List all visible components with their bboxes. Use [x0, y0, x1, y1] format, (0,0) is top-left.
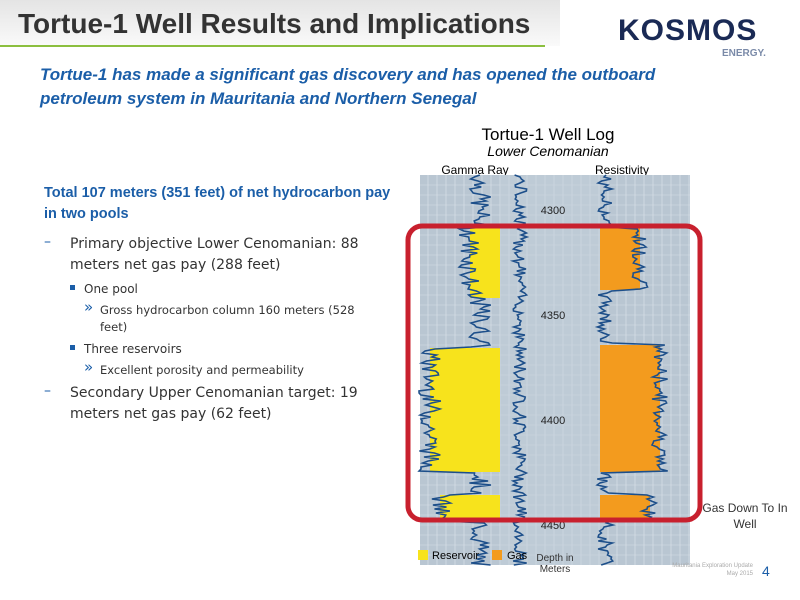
logo: KOSMOS	[618, 14, 758, 47]
bullet-text: One pool	[84, 282, 138, 296]
depth-label: 4400	[541, 415, 565, 427]
bullet-text: Three reservoirs	[84, 342, 182, 356]
log-subtitle: Lower Cenomanian	[487, 143, 609, 159]
bullet: Three reservoirs	[44, 340, 384, 358]
well-log: Tortue-1 Well Log Lower Cenomanian Gamma…	[405, 125, 703, 566]
legend-swatch	[492, 550, 502, 560]
header-bar	[0, 0, 560, 46]
bullet: One pool	[44, 280, 384, 298]
track-label: Resistivity	[595, 163, 649, 177]
bullet-marker: »	[84, 358, 94, 376]
callout: Gas Down To In Well	[702, 501, 788, 531]
log-curve	[594, 174, 669, 566]
bullet-text: Gross hydrocarbon column 160 meters (528…	[100, 303, 355, 334]
bullet: – Primary objective Lower Cenomanian: 88 …	[44, 234, 384, 276]
legend-label: Reservoir	[432, 550, 479, 562]
legend-swatch	[418, 550, 428, 560]
log-title: Tortue-1 Well Log	[482, 125, 615, 144]
bullet-text: Excellent porosity and permeability	[100, 363, 304, 377]
legend-label: Gas	[507, 550, 528, 562]
bullet-list: – Primary objective Lower Cenomanian: 88 …	[44, 230, 384, 429]
bullet-text: Secondary Upper Cenomanian target: 19 me…	[70, 385, 358, 422]
title-rule	[0, 45, 545, 47]
track-label: Gamma Ray	[441, 163, 508, 177]
depth-label: 4450	[541, 520, 565, 532]
title: Tortue-1 Well Results and Implications	[18, 8, 531, 39]
footer-date: May 2015	[726, 571, 753, 577]
reservoir-fill	[470, 228, 500, 298]
subtitle: Tortue-1 has made a significant gas disc…	[40, 65, 656, 108]
log-curve	[417, 174, 494, 566]
bullet-marker: –	[44, 234, 51, 250]
gas-fill	[600, 228, 640, 290]
gas-fill	[600, 345, 660, 472]
bullet: » Excellent porosity and permeability	[44, 358, 384, 379]
log-curve	[509, 174, 530, 566]
depth-unit: Depth in Meters	[536, 553, 574, 575]
lead: Total 107 meters (351 feet) of net hydro…	[44, 185, 391, 222]
bullet: » Gross hydrocarbon column 160 meters (52…	[44, 298, 384, 336]
bullet-marker: »	[84, 298, 94, 316]
depth-column	[500, 175, 600, 565]
reservoir-fill	[430, 348, 500, 472]
depth-label: 4350	[541, 310, 565, 322]
bullet-marker	[70, 285, 75, 290]
bullet-marker: –	[44, 383, 51, 399]
bullet-text: Primary objective Lower Cenomanian: 88 m…	[70, 236, 359, 273]
bullet-marker	[70, 345, 75, 350]
bullet: – Secondary Upper Cenomanian target: 19 m…	[44, 383, 384, 425]
footer-source: Mauritania Exploration Update	[672, 563, 753, 569]
logo-tagline: ENERGY.	[722, 48, 766, 59]
page-number: 4	[762, 563, 770, 579]
highlight-box	[405, 223, 703, 523]
gas-fill	[600, 495, 650, 520]
depth-label: 4300	[541, 205, 565, 217]
